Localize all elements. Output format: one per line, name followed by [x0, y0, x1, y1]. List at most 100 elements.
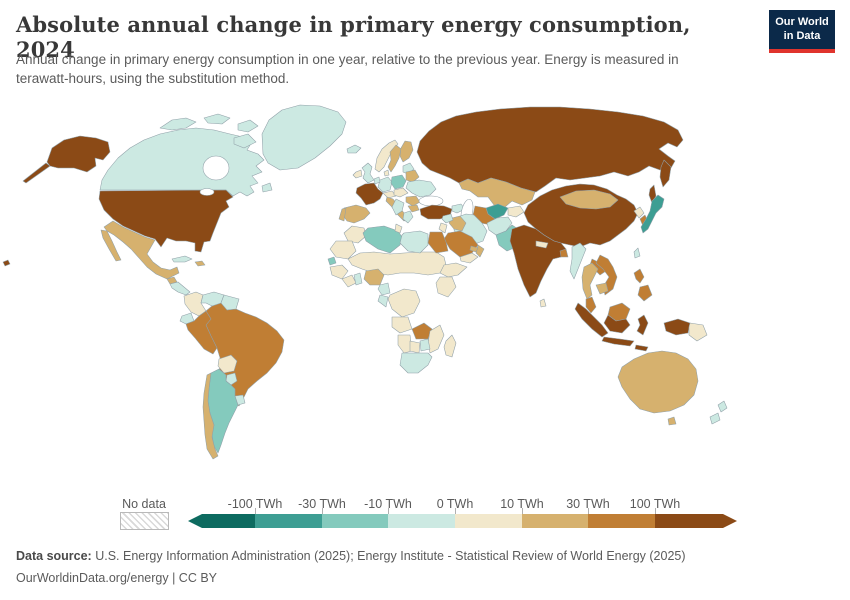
country-indonesia-java[interactable]	[601, 336, 635, 347]
owid-logo[interactable]: Our World in Data	[769, 10, 835, 53]
country-belarus[interactable]	[405, 169, 420, 183]
legend-segment[interactable]	[655, 514, 737, 528]
country-zimbabwe[interactable]	[419, 338, 431, 352]
country-canada-newfoundland[interactable]	[261, 182, 273, 193]
country-sri-lanka[interactable]	[539, 298, 547, 308]
region-sahel[interactable]	[347, 251, 447, 276]
country-germany[interactable]	[377, 176, 393, 193]
country-png[interactable]	[688, 322, 708, 342]
country-indonesia-sumatra[interactable]	[574, 302, 609, 338]
country-ireland[interactable]	[352, 169, 363, 179]
country-mexico-baja[interactable]	[100, 229, 122, 262]
country-syria[interactable]	[441, 213, 454, 224]
country-angola[interactable]	[391, 316, 413, 334]
country-afghanistan[interactable]	[486, 216, 513, 236]
country-nz-south[interactable]	[709, 412, 721, 425]
country-taiwan[interactable]	[633, 247, 641, 259]
region-kyrgyz-tajik[interactable]	[507, 205, 525, 218]
country-nepal[interactable]	[535, 240, 549, 249]
country-iraq[interactable]	[448, 215, 467, 232]
country-uruguay[interactable]	[234, 394, 246, 406]
country-indonesia-lesser-sunda[interactable]	[634, 344, 649, 352]
data-source-text[interactable]: U.S. Energy Information Administration (…	[95, 549, 686, 563]
country-drc[interactable]	[387, 288, 421, 318]
country-canada-baffin[interactable]	[233, 133, 257, 149]
country-oman[interactable]	[475, 244, 485, 258]
country-canada-arctic1[interactable]	[159, 117, 197, 131]
legend-segment[interactable]	[588, 514, 655, 528]
country-algeria[interactable]	[362, 225, 403, 254]
country-philippines-mindanao[interactable]	[637, 284, 653, 302]
country-indonesia-kalimantan[interactable]	[603, 314, 631, 334]
region-guinea[interactable]	[329, 264, 349, 280]
country-north-korea[interactable]	[633, 206, 645, 219]
country-myanmar[interactable]	[569, 242, 587, 280]
country-mexico[interactable]	[103, 220, 180, 280]
country-south-africa[interactable]	[399, 352, 433, 374]
country-kazakhstan[interactable]	[458, 177, 536, 208]
country-denmark[interactable]	[383, 169, 390, 177]
country-russia-kamchatka[interactable]	[659, 159, 672, 188]
country-australia[interactable]	[617, 350, 699, 414]
country-bulgaria[interactable]	[407, 204, 420, 213]
country-tunisia[interactable]	[394, 223, 403, 234]
country-philippines-luzon[interactable]	[633, 268, 645, 284]
country-vietnam[interactable]	[595, 254, 618, 296]
country-morocco[interactable]	[343, 225, 367, 244]
country-russia[interactable]	[416, 106, 684, 193]
country-cambodia[interactable]	[595, 282, 609, 295]
legend-segment[interactable]	[522, 514, 588, 528]
country-japan[interactable]	[640, 194, 665, 234]
country-bolivia[interactable]	[217, 354, 238, 374]
country-egypt[interactable]	[427, 231, 449, 254]
country-usa-hawaii[interactable]	[2, 259, 11, 267]
country-greece[interactable]	[402, 210, 414, 224]
country-chile[interactable]	[202, 372, 219, 460]
country-france[interactable]	[355, 182, 384, 206]
region-central-europe[interactable]	[393, 187, 409, 198]
country-nz-north[interactable]	[717, 400, 728, 413]
country-madagascar[interactable]	[443, 334, 457, 358]
country-iceland[interactable]	[346, 144, 362, 154]
country-venezuela[interactable]	[200, 291, 225, 307]
region-central-america[interactable]	[169, 281, 191, 296]
country-portugal[interactable]	[338, 207, 347, 222]
country-hispaniola[interactable]	[194, 260, 206, 267]
country-spain[interactable]	[341, 204, 371, 224]
country-cuba[interactable]	[171, 255, 193, 263]
country-poland[interactable]	[390, 174, 407, 190]
country-yemen[interactable]	[459, 252, 479, 264]
region-balkans[interactable]	[391, 198, 405, 216]
country-india[interactable]	[509, 224, 567, 298]
region-kenya-tanzania[interactable]	[435, 276, 457, 298]
region-gabon-congo[interactable]	[377, 294, 389, 308]
country-libya[interactable]	[399, 230, 429, 254]
country-senegal[interactable]	[327, 256, 337, 266]
country-peru[interactable]	[185, 310, 218, 355]
country-usa-alaska[interactable]	[46, 135, 111, 173]
country-usa[interactable]	[98, 189, 234, 253]
country-mongolia[interactable]	[559, 189, 619, 210]
country-greenland[interactable]	[261, 104, 347, 171]
region-benelux[interactable]	[373, 176, 381, 185]
country-usa-aleutians[interactable]	[22, 162, 51, 184]
region-horn-of-africa[interactable]	[439, 262, 468, 278]
region-uae-qatar[interactable]	[469, 245, 479, 253]
country-indonesia-sulawesi[interactable]	[636, 314, 649, 336]
legend-segment[interactable]	[388, 514, 455, 528]
country-romania[interactable]	[405, 195, 421, 207]
country-canada-arctic2[interactable]	[203, 113, 231, 125]
data-source-line[interactable]: Data source: U.S. Energy Information Adm…	[16, 547, 836, 565]
legend-segment[interactable]	[455, 514, 522, 528]
country-sweden[interactable]	[387, 144, 402, 173]
legend-segment[interactable]	[322, 514, 388, 528]
region-levant[interactable]	[438, 222, 448, 234]
region-caucasus[interactable]	[451, 203, 466, 214]
country-uk[interactable]	[361, 162, 375, 184]
legend-segment[interactable]	[255, 514, 322, 528]
country-namibia[interactable]	[397, 334, 413, 354]
region-w-sahara[interactable]	[329, 240, 357, 260]
no-data-swatch[interactable]	[120, 512, 169, 530]
country-bangladesh[interactable]	[559, 248, 569, 258]
country-malaysia-peninsula[interactable]	[585, 296, 597, 314]
